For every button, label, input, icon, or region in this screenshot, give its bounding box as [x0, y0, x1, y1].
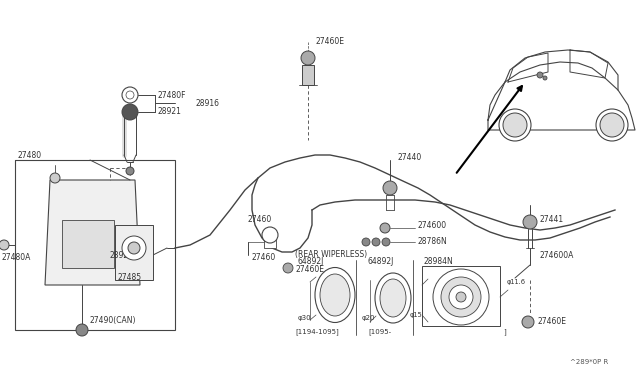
Text: 27480A: 27480A [2, 253, 31, 263]
Circle shape [380, 223, 390, 233]
Circle shape [537, 72, 543, 78]
Circle shape [383, 181, 397, 195]
Text: (REAR WIPERLESS): (REAR WIPERLESS) [295, 250, 367, 260]
Text: 28921: 28921 [157, 108, 181, 116]
Circle shape [126, 167, 134, 175]
Circle shape [499, 109, 531, 141]
Text: φ11.6: φ11.6 [507, 279, 526, 285]
Text: 64892J: 64892J [368, 257, 394, 266]
Circle shape [596, 109, 628, 141]
Text: 27460E: 27460E [538, 317, 567, 327]
Circle shape [122, 104, 138, 120]
Circle shape [76, 324, 88, 336]
Bar [302, 65, 314, 85]
Text: ^289*0P R: ^289*0P R [570, 359, 608, 365]
Text: 27441: 27441 [540, 215, 564, 224]
Ellipse shape [375, 273, 411, 323]
Circle shape [522, 316, 534, 328]
Text: [1095-: [1095- [368, 328, 391, 336]
Ellipse shape [320, 274, 350, 316]
Text: 27460E: 27460E [315, 38, 344, 46]
Bar [62, 220, 114, 268]
Circle shape [301, 51, 315, 65]
Text: 274600: 274600 [418, 221, 447, 230]
Circle shape [122, 87, 138, 103]
Text: 27490(CAN): 27490(CAN) [90, 315, 136, 324]
Text: 27480: 27480 [18, 151, 42, 160]
Text: φ20: φ20 [362, 315, 376, 321]
Text: 28786N: 28786N [418, 237, 448, 247]
Circle shape [600, 113, 624, 137]
Text: 27460E: 27460E [295, 266, 324, 275]
Circle shape [433, 269, 489, 325]
Text: φ30: φ30 [298, 315, 312, 321]
Circle shape [0, 240, 9, 250]
Circle shape [362, 238, 370, 246]
Text: 28921M: 28921M [110, 250, 141, 260]
Bar [264, 238, 276, 248]
Circle shape [122, 236, 146, 260]
Ellipse shape [380, 279, 406, 317]
Circle shape [128, 242, 140, 254]
Circle shape [543, 76, 547, 80]
Text: 27440: 27440 [398, 154, 422, 163]
Text: 274600A: 274600A [540, 250, 574, 260]
Text: 28916: 28916 [195, 99, 219, 108]
Circle shape [50, 173, 60, 183]
Circle shape [283, 263, 293, 273]
Text: 27480F: 27480F [157, 90, 186, 99]
Circle shape [372, 238, 380, 246]
Text: 64892J: 64892J [298, 257, 324, 266]
Text: 28984N: 28984N [423, 257, 452, 266]
Circle shape [382, 238, 390, 246]
Ellipse shape [315, 267, 355, 323]
Circle shape [262, 227, 278, 243]
Circle shape [456, 292, 466, 302]
Text: 27485: 27485 [118, 273, 142, 282]
Circle shape [503, 113, 527, 137]
Text: 27460: 27460 [248, 215, 272, 224]
Text: [1194-1095]: [1194-1095] [295, 328, 339, 336]
Text: φ15: φ15 [410, 312, 423, 318]
Bar [422, 266, 500, 326]
Circle shape [449, 285, 473, 309]
Polygon shape [45, 180, 140, 285]
Text: ]: ] [503, 328, 506, 336]
Bar [115, 225, 153, 280]
Bar [15, 160, 175, 330]
Circle shape [523, 215, 537, 229]
Text: 27460: 27460 [252, 253, 276, 263]
Circle shape [441, 277, 481, 317]
Circle shape [126, 91, 134, 99]
